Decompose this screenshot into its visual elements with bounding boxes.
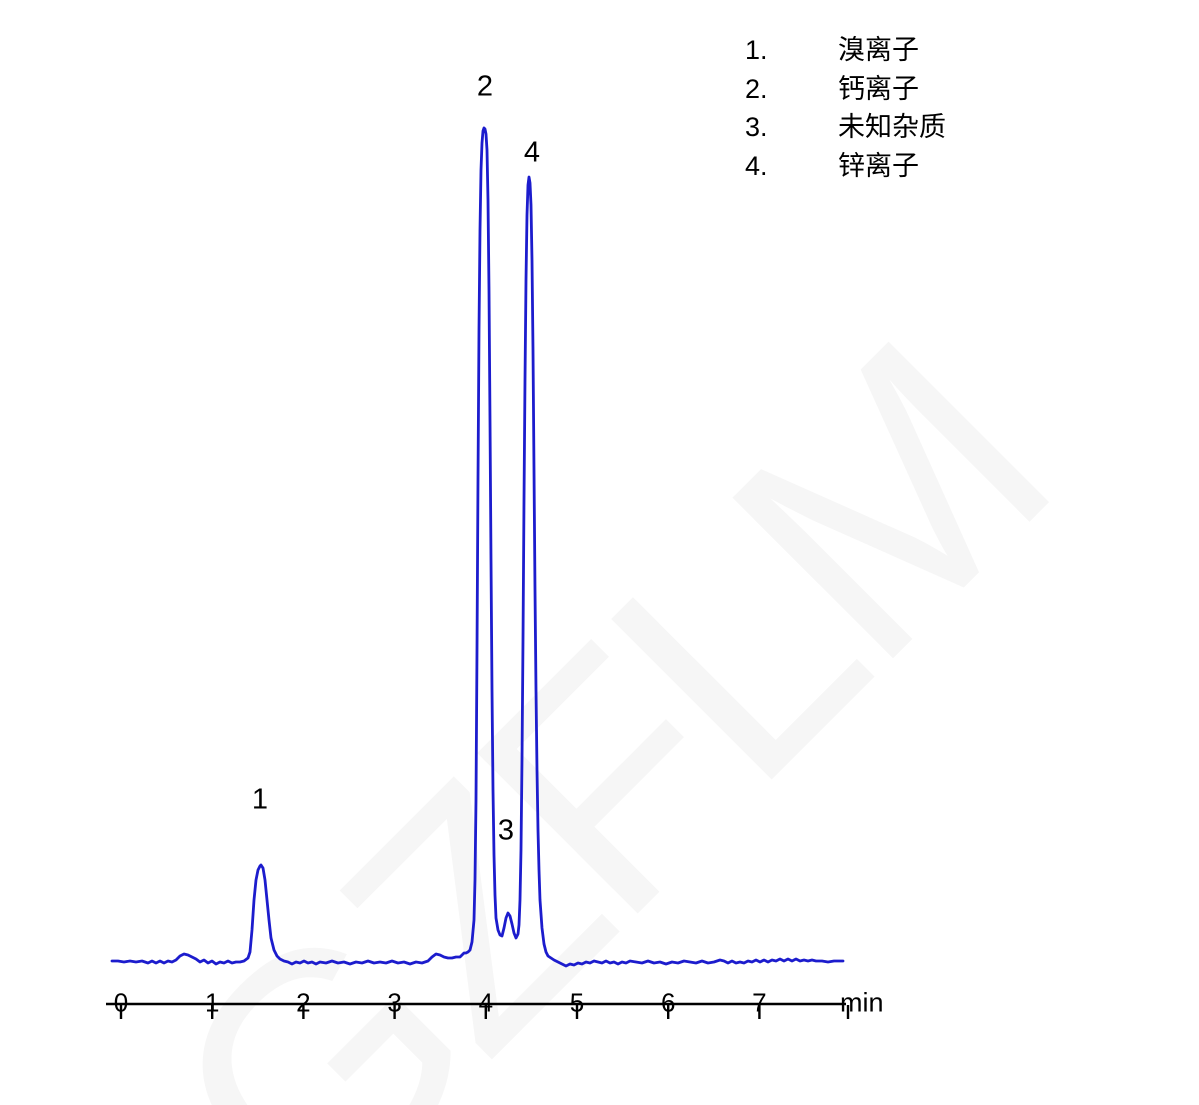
legend-item-number: 4. [745,150,768,181]
legend-item-4: 4. 锌离子 [745,147,946,186]
legend-item-2: 2. 钙离子 [745,70,946,109]
peak-label-1: 1 [251,783,269,816]
peak-label-3: 3 [497,814,515,847]
x-tick-label-1: 1 [204,987,220,1018]
legend-item-number: 1. [745,35,768,65]
legend-item-label: 钙离子 [838,73,919,104]
peak-label-2: 2 [476,70,494,103]
peak-label-4: 4 [523,136,541,169]
legend-item-number: 3. [745,112,768,142]
x-tick-label-2: 2 [296,987,311,1018]
legend-item-label: 锌离子 [838,150,919,181]
x-tick-label-5: 5 [569,987,585,1018]
chromatogram-trace [110,126,845,968]
x-tick-label-6: 6 [660,987,676,1018]
legend-item-label: 未知杂质 [838,112,946,142]
x-tick-label-3: 3 [387,987,402,1018]
legend-item-label: 溴离子 [838,35,919,65]
legend-item-3: 3. 未知杂质 [745,108,946,147]
x-tick-label-7: 7 [752,987,767,1018]
x-tick-label-0: 0 [113,987,129,1018]
peak-legend: 1. 溴离子 2. 钙离子 3. 未知杂质 4. 锌离子 [745,31,946,185]
legend-item-number: 2. [745,73,768,104]
legend-item-1: 1. 溴离子 [745,31,946,70]
x-axis-unit-label: min [840,987,884,1018]
x-tick-label-4: 4 [478,987,494,1018]
